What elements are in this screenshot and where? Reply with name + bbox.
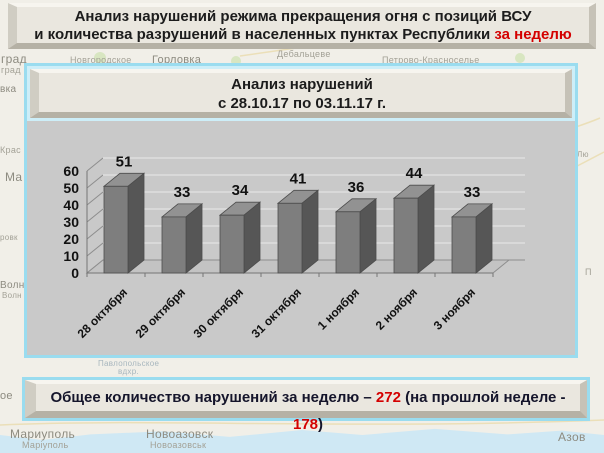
bar-front-face	[277, 202, 303, 274]
x-axis-category-label: 3 ноября	[431, 285, 478, 332]
slide-title-highlight: за неделю	[494, 26, 572, 43]
map-label: Мариуполь	[10, 427, 76, 441]
x-axis-category-label: 2 ноября	[373, 285, 420, 332]
gridline-diagonal	[86, 242, 104, 257]
chart-title-line1: Анализ нарушений	[231, 76, 373, 93]
map-label: Волн	[0, 280, 25, 291]
map-label: град	[1, 65, 21, 75]
gridline-diagonal	[86, 208, 104, 223]
current-week-total: 272	[375, 389, 401, 406]
bar	[102, 172, 146, 274]
bar-front-face	[219, 214, 245, 274]
map-label: ровк	[0, 233, 18, 242]
y-axis-tick-label: 10	[63, 248, 79, 264]
slide-title-line1: Анализ нарушений режима прекращения огня…	[74, 8, 532, 25]
summary-banner: Общее количество нарушений за неделю – 2…	[22, 377, 590, 433]
bar-value-label: 33	[464, 184, 481, 201]
gridline-diagonal	[86, 157, 104, 172]
map-label: Петрово-Красноселье	[382, 55, 480, 65]
map-label: Новоазовськ	[150, 440, 207, 450]
gridline-diagonal	[86, 225, 104, 240]
bar-front-face	[335, 211, 361, 274]
map-label: Маріуполь	[22, 440, 69, 450]
bar	[450, 203, 494, 274]
map-label: Крас	[0, 145, 21, 155]
chart-title: Анализ нарушений с 28.10.17 по 03.11.17 …	[30, 69, 572, 118]
map-label: Лю	[577, 150, 589, 159]
bar-side-face	[359, 197, 377, 274]
map-label: Волн	[2, 291, 22, 300]
x-axis-category-label: 31 октября	[249, 285, 304, 340]
map-label: Павлопольское	[98, 359, 160, 368]
gridline-diagonal	[86, 174, 104, 189]
map-label: вка	[0, 84, 17, 95]
map-label: ое	[0, 390, 13, 402]
bar-value-label: 36	[348, 179, 365, 196]
map-label: Новоазовск	[146, 427, 214, 441]
bar	[276, 189, 320, 274]
bar-side-face	[417, 184, 435, 274]
x-axis-category-label: 29 октября	[133, 285, 188, 340]
chart-title-wrap: Анализ нарушений с 28.10.17 по 03.11.17 …	[27, 66, 575, 121]
summary-text: Общее количество нарушений за неделю – 2…	[25, 380, 587, 433]
slide-title: Анализ нарушений режима прекращения огня…	[8, 3, 596, 49]
chart-title-line2: с 28.10.17 по 03.11.17 г.	[217, 95, 387, 112]
bar	[334, 197, 378, 274]
y-axis-tick-label: 40	[63, 197, 79, 213]
bar	[392, 184, 436, 274]
y-axis-tick-label: 60	[63, 163, 79, 179]
y-axis-tick-label: 50	[63, 180, 79, 196]
chart-panel: Анализ нарушений с 28.10.17 по 03.11.17 …	[24, 63, 578, 358]
x-axis-category-label: 28 октября	[75, 285, 130, 340]
violations-bar-chart: 0 10 20 30 40 50 60 51 28 октября 33 29 октября 34 3…	[27, 121, 575, 355]
bar-front-face	[393, 197, 419, 274]
bar-side-face	[301, 189, 319, 274]
bar-side-face	[243, 201, 261, 274]
gridline-diagonal	[86, 191, 104, 206]
map-label: Азов	[558, 430, 586, 444]
bar-value-label: 33	[174, 184, 191, 201]
map-label: вдхр.	[118, 367, 139, 376]
bar-value-label: 41	[290, 170, 307, 187]
y-axis-tick-label: 20	[63, 231, 79, 247]
map-green-area	[515, 53, 525, 63]
previous-week-total: 178	[292, 416, 319, 433]
bar-value-label: 51	[116, 153, 133, 170]
slide-title-line2: и количества разрушений в населенных пун…	[34, 26, 572, 43]
bar-front-face	[161, 216, 187, 274]
bar-value-label: 44	[406, 165, 423, 182]
map-label: град	[1, 52, 27, 66]
bar-side-face	[127, 172, 145, 274]
bar	[160, 203, 204, 274]
x-axis-category-label: 1 ноября	[315, 285, 362, 332]
map-label: Ма	[5, 170, 23, 184]
map-road	[0, 419, 604, 426]
bar-value-label: 34	[232, 182, 249, 199]
map-label: Дебальцеве	[277, 49, 331, 59]
map-green-area	[94, 52, 106, 64]
map-label: Новгородское	[70, 55, 132, 65]
y-axis-tick-label: 0	[71, 265, 79, 281]
bar	[218, 201, 262, 274]
y-axis-tick-label: 30	[63, 214, 79, 230]
bar-front-face	[451, 216, 477, 274]
x-axis-category-label: 30 октября	[191, 285, 246, 340]
map-label: П	[585, 267, 592, 277]
bar-front-face	[103, 185, 129, 274]
